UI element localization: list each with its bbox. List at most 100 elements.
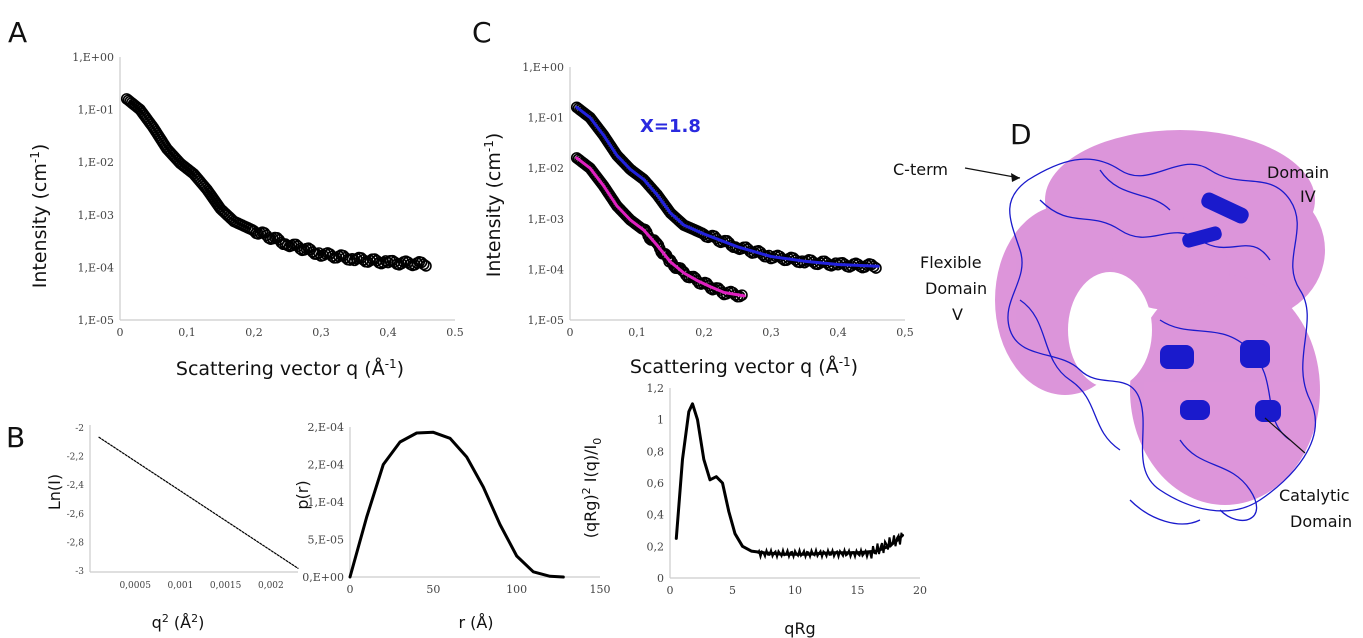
- chart-b-guinier-y-tick-label: -3: [75, 567, 84, 577]
- chart-kratky-series-line-0: [674, 402, 904, 556]
- chart-kratky-y-tick-label: 0: [657, 572, 664, 585]
- cterm-arrowhead: [1011, 173, 1020, 182]
- chart-a-ylabel-sup: -1: [28, 151, 42, 163]
- label-domain-iv-line1: Domain: [1267, 163, 1329, 182]
- chart-b-guinier: 0,0005 0,001 0,0015 0,002 -2 -2,2 -2,4 -2,6 -2,8…: [45, 424, 299, 632]
- chart-a-x-tick-label: 0.5: [446, 326, 464, 339]
- chart-b-guinier-x-tick-label: 0,002: [258, 581, 284, 591]
- chart-b-pr-y-tick-label: 1,E-04: [308, 496, 344, 509]
- panel-letter-c: C: [472, 16, 492, 49]
- surface-hole-shape: [1068, 272, 1152, 388]
- chart-b-pr-series-line-0: [348, 430, 565, 579]
- chart-kratky-y-tick-label: 0,4: [647, 509, 665, 522]
- chart-a-xlabel: Scattering vector q (Å-1): [176, 357, 404, 380]
- chart-a-x-tick-label: 0,1: [178, 326, 196, 339]
- ribbon-strand-1: [1039, 199, 1271, 261]
- chart-kratky-x-tick-label: 0: [667, 584, 674, 597]
- chart-a-xlabel-sup: -1: [385, 357, 397, 371]
- chart-b-guinier-y-tick-label: -2,6: [67, 510, 85, 520]
- chart-b-guinier-x-tick-label: 0,001: [168, 581, 194, 591]
- chart-a-x-tick-label: 0,2: [245, 326, 263, 339]
- cterm-arrow: [964, 167, 1021, 179]
- chart-a-y-tick-label: 1,E-04: [78, 261, 114, 274]
- chart-a-x-tick-label: 0: [117, 326, 124, 339]
- chart-b-guinier-xlabel-mid: (Å: [169, 613, 191, 632]
- chart-b-guinier-xlabel: q2 (Å2): [152, 612, 205, 632]
- chart-b-guinier-xlabel-sup2: 2: [191, 612, 198, 625]
- chart-b-guinier-xlabel-close: ): [198, 613, 204, 632]
- chart-c-x-tick-label: 0: [567, 326, 574, 339]
- chart-b-guinier-xlabel-sup1: 2: [162, 612, 169, 625]
- surface-hole: [1068, 272, 1152, 388]
- ribbon-strand-6: [1099, 169, 1171, 211]
- protein-helices: [1160, 192, 1281, 422]
- label-domain-iv-line2: IV: [1300, 187, 1316, 206]
- chart-a-y-tick-label: 1,E-05: [78, 314, 114, 327]
- chart-b-guinier-y-tick-label: -2,4: [67, 481, 85, 491]
- chart-kratky-xlabel: qRg: [784, 619, 815, 638]
- chart-b-pr-y-tick-label: 2,E-04: [308, 421, 344, 434]
- chart-a-y-tick-label: 1,E-02: [78, 156, 114, 169]
- ribbon-strand-5: [1129, 499, 1201, 525]
- chart-b-guinier-ylabel: Ln(I): [45, 474, 64, 510]
- chart-c-series-line-3: [575, 156, 746, 298]
- chart-a-ylabel-close: ): [29, 144, 51, 151]
- chart-c-y-tick-label: 1,E-02: [528, 162, 564, 175]
- chart-a-data-point: [379, 255, 392, 267]
- helix-3: [1160, 345, 1194, 369]
- ribbon-strand-4: [1179, 439, 1258, 521]
- chart-b-guinier-axes: [89, 425, 298, 573]
- chart-kratky-ylabel-mid: I(q)/I: [581, 445, 600, 488]
- chart-b-pr-x-tick-label: 50: [426, 583, 440, 596]
- chart-c-x-tick-label: 0,5: [896, 326, 914, 339]
- protein-structure-illustration: C-term Domain IV Flexible Domain V Catal…: [893, 130, 1352, 531]
- chart-c-xlabel-sup: -1: [839, 355, 851, 369]
- chart-kratky-x-tick-label: 20: [913, 584, 927, 597]
- chart-a-y-tick-label: 1,E-03: [78, 209, 114, 222]
- chart-kratky-y-tick-label: 1,2: [647, 382, 665, 395]
- chart-c-x-tick-label: 0,4: [829, 326, 847, 339]
- chart-c-data-point: [870, 262, 882, 274]
- chart-a-x-tick-label: 0,4: [379, 326, 397, 339]
- chart-kratky-noise-line: [756, 532, 903, 561]
- chart-kratky-ticks: 0 5 10 15 20 0 0,2 0,4 0,6 0,8 1 1,2: [647, 382, 928, 597]
- chart-b-pr-xlabel: r (Å): [458, 613, 493, 632]
- chart-b-guinier-marks: [98, 436, 299, 569]
- label-flexible-line1: Flexible: [920, 253, 982, 272]
- label-catalytic-line2: Domain: [1290, 512, 1352, 531]
- chart-b-guinier-y-tick-label: -2,2: [67, 453, 84, 463]
- chart-b-pr-y-tick-label: 2,E-04: [308, 459, 344, 472]
- chart-a-marks: [120, 93, 432, 272]
- chart-a-data-point: [420, 260, 432, 272]
- chart-b-pr-y-tick-label: 5,E-05: [308, 534, 344, 547]
- chart-c-ticks: 0 0,1 0,2 0,3 0,4 0,5 1,E+00 1,E-01 1,E-02 1,E-03…: [522, 61, 914, 339]
- chart-kratky-marks: [674, 402, 904, 561]
- panel-letter-b: B: [6, 421, 25, 454]
- helix-5: [1180, 400, 1210, 420]
- chart-a-ticks: 0 0,1 0,2 0,3 0,4 0.5 1,E+00 1,E-01 1,E-02 1,E-03…: [72, 51, 464, 339]
- protein-ribbon: [1007, 158, 1316, 525]
- label-flexible-line3: V: [952, 305, 963, 324]
- chart-kratky-ylabel-sup: 2: [580, 487, 593, 494]
- helix-6: [1255, 400, 1281, 422]
- chart-c-axes: [569, 67, 905, 321]
- chart-a: 0 0,1 0,2 0,3 0,4 0.5 1,E+00 1,E-01 1,E-02 1,E-03…: [28, 51, 464, 380]
- chart-b-pr-y-tick-label: 0,E+00: [302, 571, 344, 584]
- chart-c: 0 0,1 0,2 0,3 0,4 0,5 1,E+00 1,E-01 1,E-02 1,E-03…: [482, 61, 914, 378]
- chart-b-guinier-x-tick-label: 0,0015: [210, 581, 242, 591]
- chart-kratky-y-tick-label: 0,6: [647, 477, 665, 490]
- chart-c-y-tick-label: 1,E-03: [528, 213, 564, 226]
- catalytic-arrow: [1264, 417, 1306, 454]
- chart-b-guinier-series-line-0: [98, 436, 299, 569]
- surface-blob-bottom: [1130, 275, 1320, 505]
- chart-b-pr-axes: [349, 427, 600, 578]
- chart-c-x-tick-label: 0,3: [762, 326, 780, 339]
- helix-4: [1240, 340, 1270, 368]
- chart-c-ylabel: Intensity (cm-1): [482, 133, 505, 278]
- chart-c-series-line-1: [575, 105, 880, 268]
- chart-b-pr-marks: [348, 430, 565, 579]
- chart-kratky-y-tick-label: 0,8: [647, 445, 665, 458]
- chart-c-ylabel-sup: -1: [482, 140, 496, 152]
